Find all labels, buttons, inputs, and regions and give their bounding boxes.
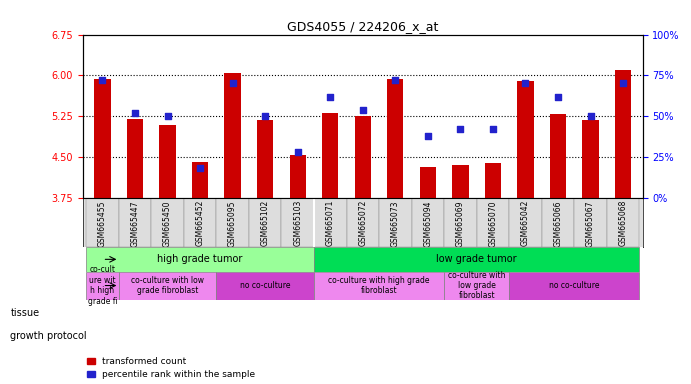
Point <box>129 110 140 116</box>
Text: co-cult
ure wit
h high
grade fi: co-cult ure wit h high grade fi <box>88 265 117 306</box>
Bar <box>412 198 444 247</box>
Text: GSM665071: GSM665071 <box>325 200 334 247</box>
Point <box>520 80 531 86</box>
Text: GSM665067: GSM665067 <box>586 200 595 247</box>
Text: GSM665066: GSM665066 <box>553 200 562 247</box>
Text: co-culture with high grade
fibroblast: co-culture with high grade fibroblast <box>328 276 430 295</box>
Bar <box>615 70 632 198</box>
Point <box>455 126 466 132</box>
Bar <box>127 119 143 198</box>
Text: high grade tumor: high grade tumor <box>158 254 243 264</box>
Text: GSM665068: GSM665068 <box>618 200 627 247</box>
Bar <box>485 163 501 198</box>
Bar <box>86 271 119 300</box>
Point <box>585 113 596 119</box>
Point <box>422 132 433 139</box>
Bar <box>314 271 444 300</box>
Bar <box>290 155 306 198</box>
Point <box>390 77 401 83</box>
Bar <box>354 116 371 198</box>
Bar <box>574 198 607 247</box>
Text: GSM665452: GSM665452 <box>196 200 205 247</box>
Text: GSM665070: GSM665070 <box>489 200 498 247</box>
Text: tissue: tissue <box>10 308 39 318</box>
Bar <box>184 198 216 247</box>
Bar <box>86 247 314 271</box>
Bar <box>453 165 468 198</box>
Text: growth protocol: growth protocol <box>10 331 87 341</box>
Bar <box>86 198 119 247</box>
Point <box>553 93 564 99</box>
Bar <box>119 271 216 300</box>
Bar <box>518 81 533 198</box>
Bar <box>607 198 639 247</box>
Text: GSM665095: GSM665095 <box>228 200 237 247</box>
Bar <box>550 114 566 198</box>
Text: low grade tumor: low grade tumor <box>436 254 517 264</box>
Bar <box>216 271 314 300</box>
Bar <box>444 271 509 300</box>
Bar <box>257 121 273 198</box>
Point <box>260 113 271 119</box>
Title: GDS4055 / 224206_x_at: GDS4055 / 224206_x_at <box>287 20 439 33</box>
Point <box>162 113 173 119</box>
Bar <box>509 198 542 247</box>
Bar <box>322 113 339 198</box>
Bar <box>419 167 436 198</box>
Point <box>97 77 108 83</box>
Text: GSM665103: GSM665103 <box>293 200 302 247</box>
Bar <box>509 271 639 300</box>
Bar <box>477 198 509 247</box>
Bar <box>314 247 639 271</box>
Bar <box>192 162 208 198</box>
Bar <box>160 125 176 198</box>
Text: no co-culture: no co-culture <box>240 281 290 290</box>
Point <box>292 149 303 155</box>
Point <box>227 80 238 86</box>
Point <box>618 80 629 86</box>
Text: GSM665042: GSM665042 <box>521 200 530 247</box>
Bar <box>379 198 412 247</box>
Legend: transformed count, percentile rank within the sample: transformed count, percentile rank withi… <box>88 357 255 379</box>
Text: co-culture with
low grade
fibroblast: co-culture with low grade fibroblast <box>448 271 505 300</box>
Bar <box>444 198 477 247</box>
Bar <box>216 198 249 247</box>
Text: GSM665450: GSM665450 <box>163 200 172 247</box>
Bar <box>94 79 111 198</box>
Bar <box>314 198 346 247</box>
Point <box>357 106 368 113</box>
Text: no co-culture: no co-culture <box>549 281 600 290</box>
Bar <box>151 198 184 247</box>
Point <box>325 93 336 99</box>
Bar <box>119 198 151 247</box>
Text: GSM665073: GSM665073 <box>391 200 400 247</box>
Bar <box>225 73 240 198</box>
Bar <box>249 198 281 247</box>
Bar <box>346 198 379 247</box>
Point <box>195 165 206 171</box>
Bar <box>281 198 314 247</box>
Text: GSM665072: GSM665072 <box>358 200 368 247</box>
Text: GSM665455: GSM665455 <box>98 200 107 247</box>
Bar <box>387 79 404 198</box>
Bar <box>583 121 598 198</box>
Text: GSM665069: GSM665069 <box>456 200 465 247</box>
Text: GSM665094: GSM665094 <box>424 200 433 247</box>
Text: co-culture with low
grade fibroblast: co-culture with low grade fibroblast <box>131 276 204 295</box>
Point <box>487 126 498 132</box>
Text: GSM665447: GSM665447 <box>131 200 140 247</box>
Text: GSM665102: GSM665102 <box>261 200 269 247</box>
Bar <box>542 198 574 247</box>
